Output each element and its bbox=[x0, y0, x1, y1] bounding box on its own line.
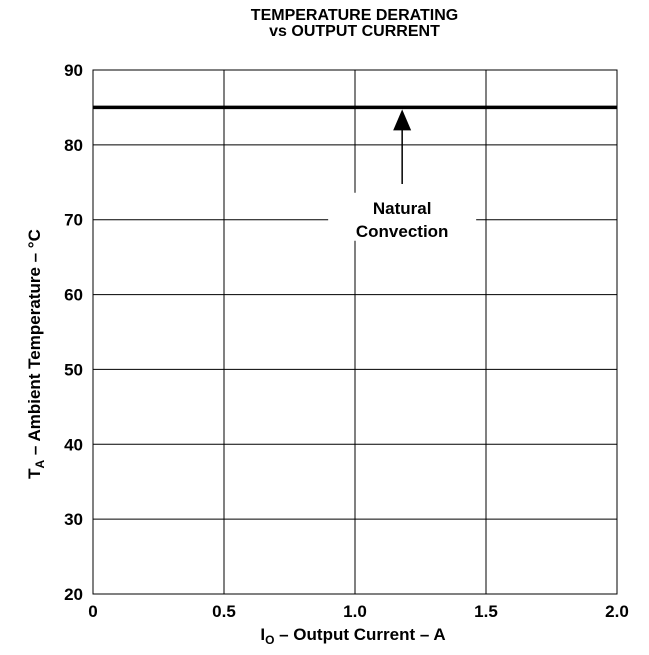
y-tick-label: 80 bbox=[64, 136, 83, 155]
y-tick-label: 50 bbox=[64, 360, 83, 379]
annotation-arrow-head bbox=[393, 109, 412, 131]
annotation-background bbox=[328, 192, 477, 241]
annotation-label: Convection bbox=[356, 222, 449, 241]
x-tick-label: 2.0 bbox=[605, 602, 629, 621]
chart-title: TEMPERATURE DERATING bbox=[250, 7, 459, 24]
chart-subtitle: vs OUTPUT CURRENT bbox=[269, 23, 440, 40]
y-tick-label: 30 bbox=[64, 510, 83, 529]
x-axis-label: IO – Output Current – A bbox=[260, 625, 445, 647]
y-axis-label: TA – Ambient Temperature – °C bbox=[25, 229, 47, 479]
y-tick-label: 40 bbox=[64, 435, 83, 454]
x-tick-label: 0.5 bbox=[212, 602, 236, 621]
y-tick-label: 60 bbox=[64, 286, 83, 305]
x-tick-label: 0 bbox=[88, 602, 97, 621]
annotation-label: Natural bbox=[373, 199, 432, 218]
y-tick-label: 20 bbox=[64, 585, 83, 604]
x-tick-label: 1.0 bbox=[343, 602, 367, 621]
x-tick-label: 1.5 bbox=[474, 602, 498, 621]
y-tick-label: 90 bbox=[64, 61, 83, 80]
y-tick-label: 70 bbox=[64, 211, 83, 230]
